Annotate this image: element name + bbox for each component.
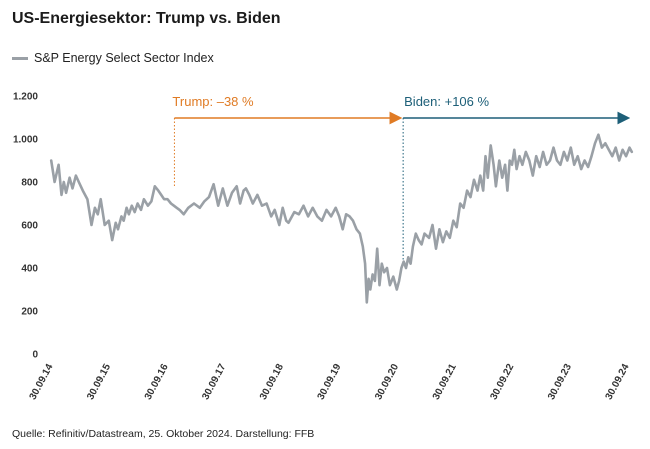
y-tick-label: 600	[21, 221, 38, 232]
y-tick-label: 200	[21, 307, 38, 318]
y-tick-label: 1.200	[13, 92, 38, 103]
legend: S&P Energy Select Sector Index	[12, 50, 214, 66]
x-tick-label: 30.09.24	[604, 362, 632, 402]
y-tick-label: 800	[21, 178, 38, 189]
x-tick-label: 30.09.21	[431, 362, 459, 402]
line-chart: 0 200 400 600 800 1.000 1.200 30.09.14 30.09.15…	[13, 92, 634, 402]
y-axis: 0 200 400 600 800 1.000 1.200	[13, 92, 38, 361]
x-tick-label: 30.09.23	[546, 362, 574, 402]
y-tick-label: 1.000	[13, 135, 38, 146]
series-line-sp-energy	[49, 133, 634, 304]
x-tick-label: 30.09.18	[258, 362, 286, 402]
x-tick-label: 30.09.14	[28, 362, 56, 402]
x-tick-label: 30.09.22	[488, 362, 516, 402]
x-tick-label: 30.09.16	[143, 362, 171, 402]
trump-label: Trump: –38 %	[172, 94, 254, 109]
legend-swatch	[12, 56, 28, 60]
x-tick-label: 30.09.17	[200, 362, 228, 402]
x-axis: 30.09.14 30.09.15 30.09.16 30.09.17 30.09.18…	[28, 362, 632, 402]
source-note: Quelle: Refinitiv/Datastream, 25. Oktobe…	[12, 428, 315, 440]
legend-label: S&P Energy Select Sector Index	[34, 51, 214, 65]
biden-label: Biden: +106 %	[404, 94, 489, 109]
x-tick-label: 30.09.20	[373, 362, 401, 402]
chart-title: US-Energiesektor: Trump vs. Biden	[12, 10, 281, 27]
series-layer	[49, 133, 634, 304]
y-tick-label: 400	[21, 264, 38, 275]
x-tick-label: 30.09.19	[316, 362, 344, 402]
y-tick-label: 0	[32, 350, 38, 361]
period-annotations: Trump: –38 % Biden: +106 %	[172, 94, 631, 262]
x-tick-label: 30.09.15	[85, 362, 113, 402]
